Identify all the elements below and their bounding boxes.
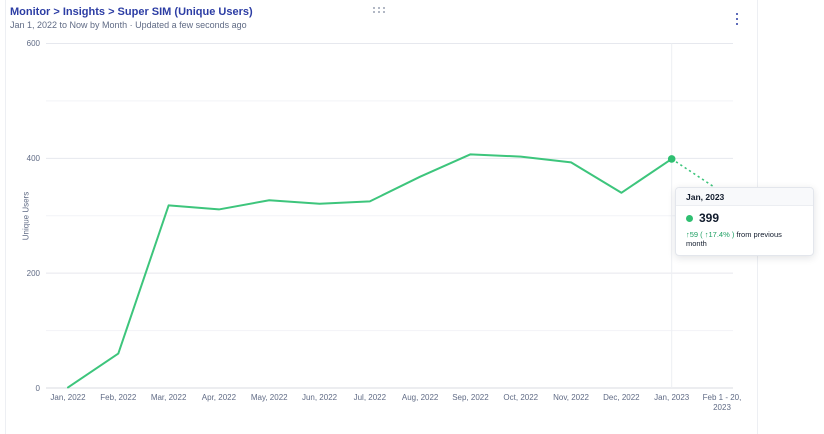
y-axis-tick-label: 200 [26, 268, 40, 278]
series-marker-dot [686, 214, 693, 222]
tooltip-delta-suffix-text: from previous month [686, 230, 782, 248]
x-axis-tick-label: Jun, 2022 [301, 393, 338, 402]
x-axis-tick-label: Jan, 2022 [50, 393, 86, 402]
x-axis-tick-label: Feb, 2022 [100, 393, 137, 402]
tooltip-title: Jan, 2023 [676, 188, 813, 206]
x-axis-tick-label: May, 2022 [250, 393, 288, 402]
y-axis-tick-label: 600 [26, 39, 40, 48]
y-axis-title: Unique Users [21, 191, 31, 241]
overflow-menu-button[interactable] [731, 10, 743, 28]
x-axis-tick-label: Mar, 2022 [150, 393, 187, 402]
x-axis-tick-label: Nov, 2022 [553, 393, 589, 402]
drag-handle-icon[interactable] [371, 5, 387, 15]
series-line [67, 153, 673, 389]
x-axis-tick-label: Dec, 2022 [603, 393, 640, 402]
x-axis-tick-label: Aug, 2022 [401, 393, 439, 402]
x-axis-tick-label: Feb 1 - 20, 2023 [702, 393, 742, 413]
x-axis-tick-label: Jul, 2022 [353, 393, 387, 402]
y-axis-tick-label: 400 [26, 153, 40, 163]
chart-tooltip: Jan, 2023 399 ↑59 ( ↑17.4% ) from previo… [675, 187, 814, 256]
tooltip-delta-row: ↑59 ( ↑17.4% ) from previous month [686, 230, 803, 248]
grid-divider-left [5, 0, 6, 434]
widget-title-breadcrumb[interactable]: Monitor > Insights > Super SIM (Unique U… [10, 6, 253, 18]
x-axis-tick-label: Oct, 2022 [503, 393, 539, 402]
widget-subtitle: Jan 1, 2022 to Now by Month · Updated a … [10, 20, 247, 30]
tooltip-delta: ↑59 ( ↑17.4% ) [686, 230, 735, 239]
x-axis-tick-label: Jan, 2023 [654, 393, 690, 402]
highlighted-point[interactable] [667, 155, 676, 163]
y-axis-tick-label: 0 [35, 383, 40, 393]
tooltip-value: 399 [699, 211, 720, 225]
x-axis-tick-label: Sep, 2022 [452, 393, 489, 402]
x-axis-tick-label: Apr, 2022 [201, 393, 237, 402]
